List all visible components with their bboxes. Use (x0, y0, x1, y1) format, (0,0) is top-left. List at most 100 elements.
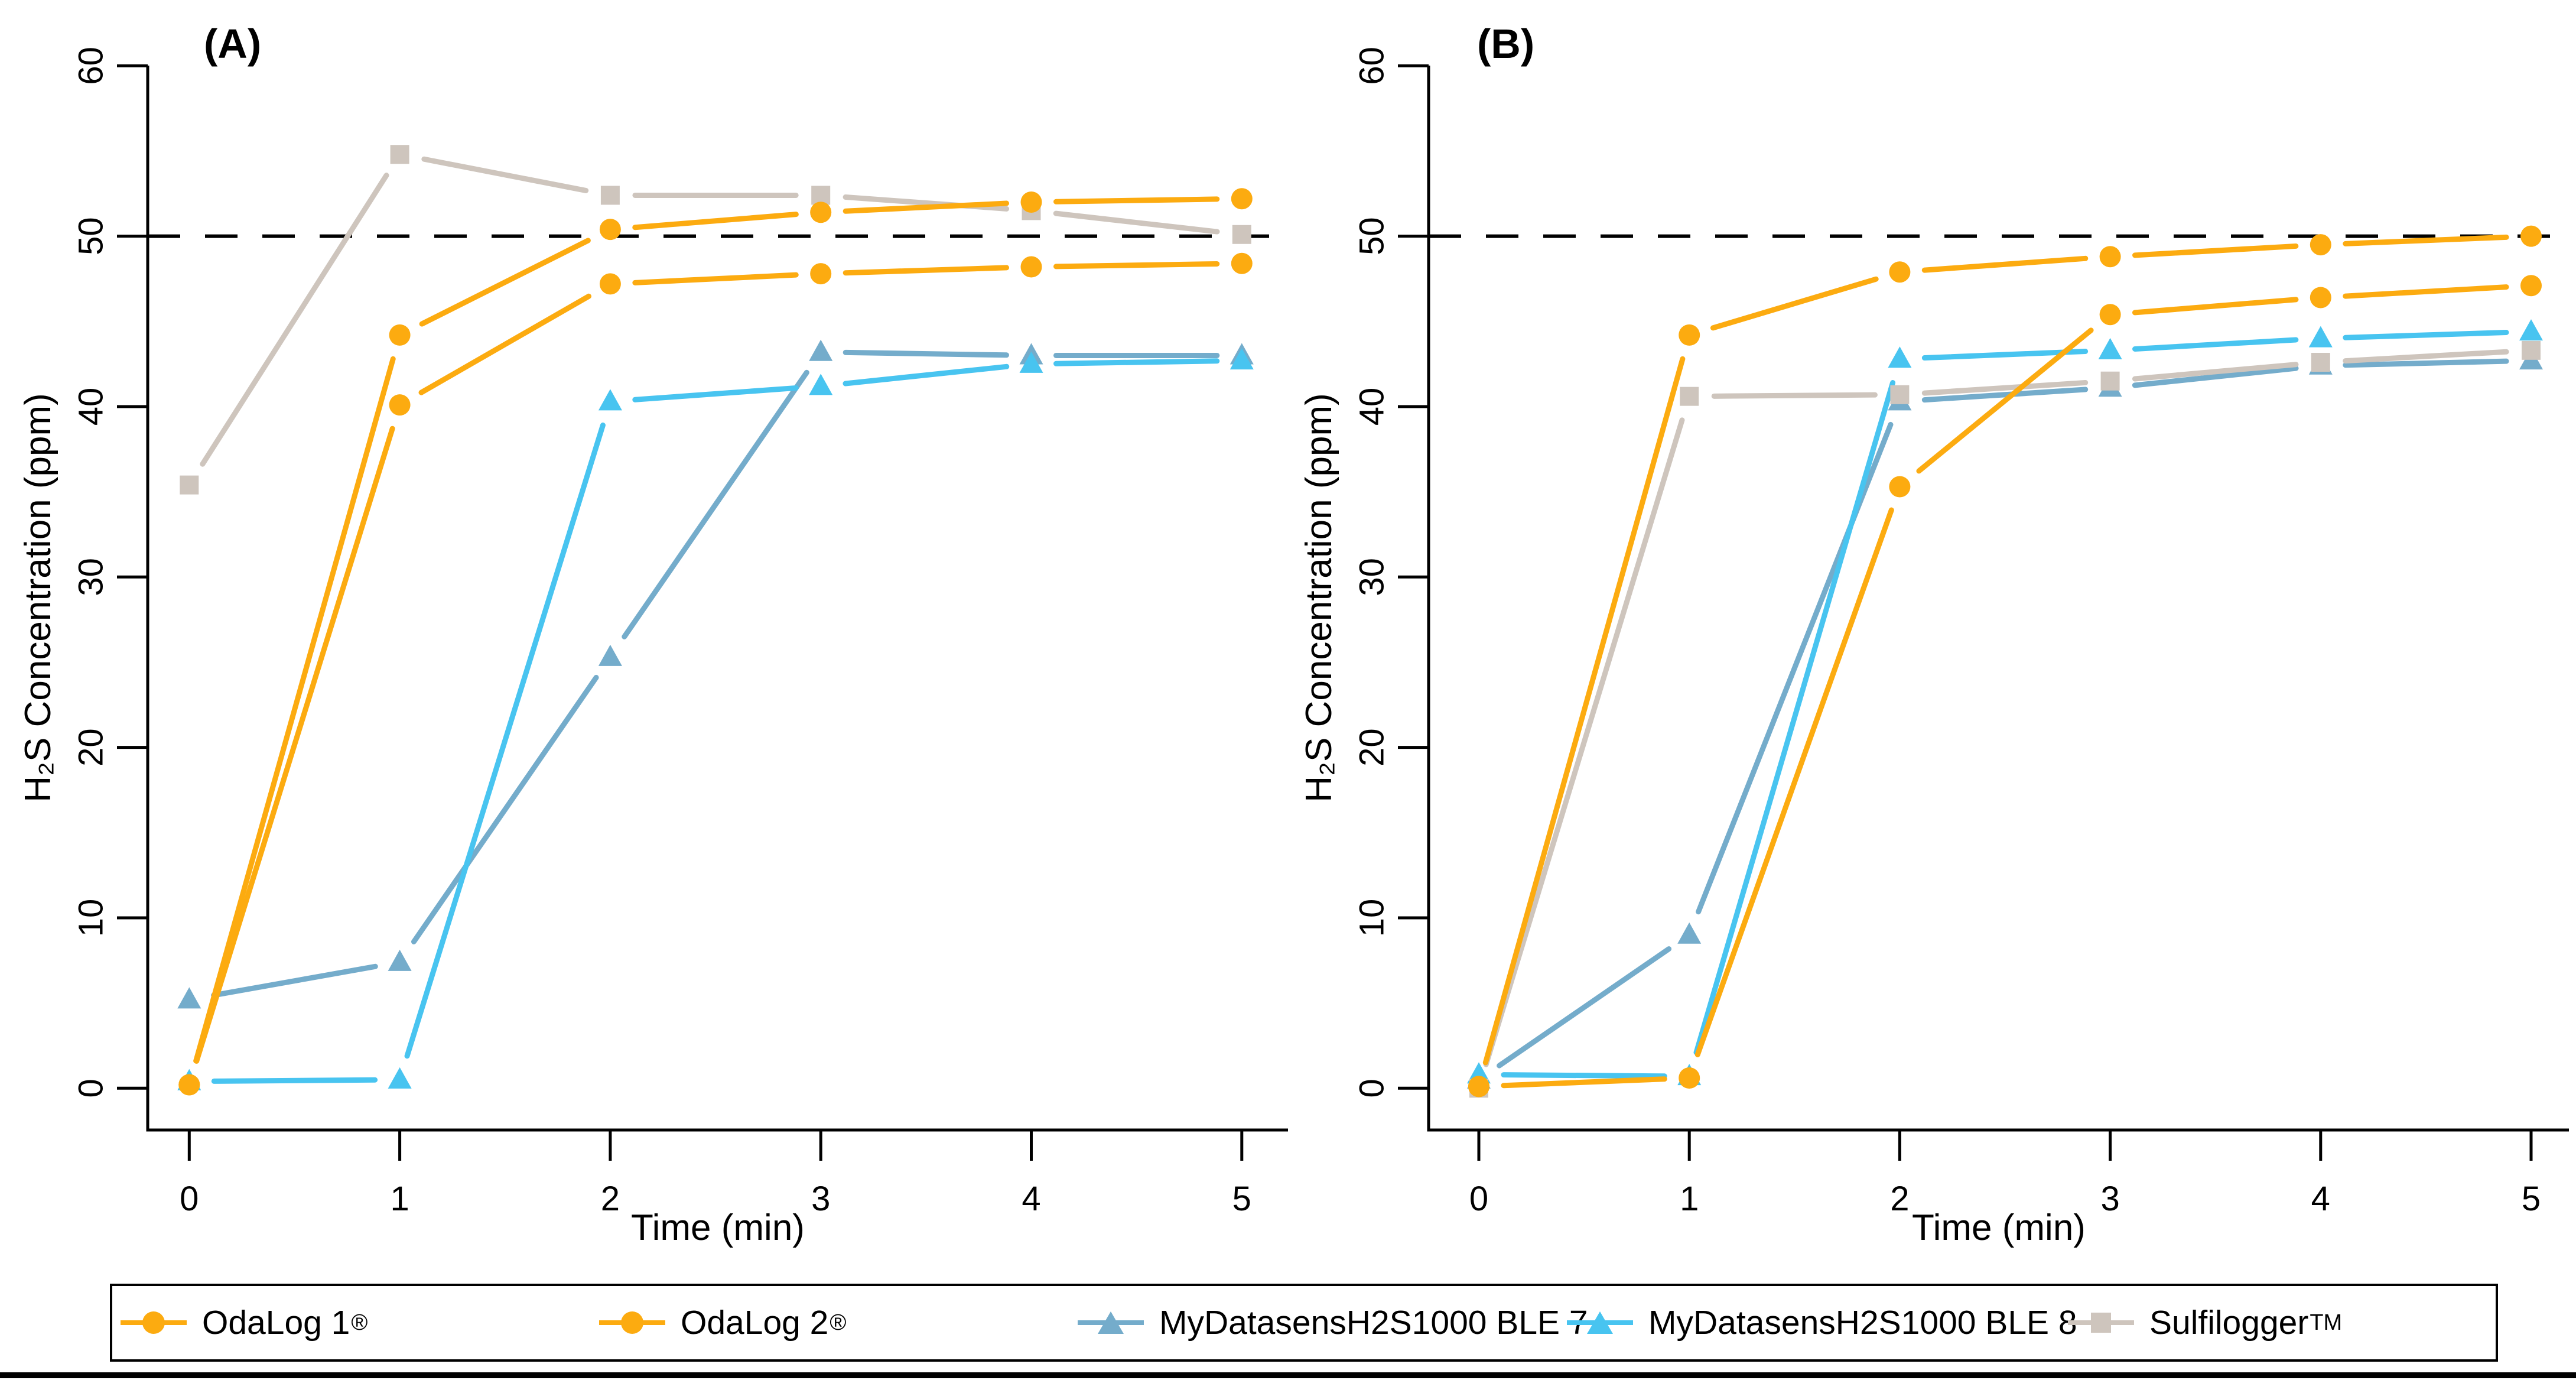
circle-marker (1231, 252, 1253, 274)
circle-marker (1231, 188, 1253, 210)
series-line (1693, 380, 1896, 1056)
series-line (843, 265, 1010, 276)
triangle-marker (1019, 351, 1043, 373)
panel-b: 0 10 20 30 40 50 60 0 1 2 3 4 5 Time (min) H₂S Concent… (1299, 21, 2569, 1248)
y-tick-label: 50 (71, 217, 110, 255)
series-line (1501, 1072, 1667, 1079)
sulfilogger-marker-icon (2068, 1305, 2134, 1340)
circle-marker (1679, 1067, 1700, 1089)
series-line (1053, 358, 1220, 366)
series-line (193, 356, 396, 1064)
square-marker (1232, 225, 1251, 244)
triangle-marker (2308, 326, 2333, 348)
triangle-marker (1888, 346, 1912, 368)
series-line (2343, 358, 2509, 368)
series-odalog-1- (178, 188, 1253, 1096)
x-tick-label: 1 (1680, 1180, 1699, 1218)
series-line (632, 212, 799, 230)
x-tick-label: 0 (1469, 1180, 1488, 1218)
x-tick-label: 4 (2311, 1180, 2330, 1218)
y-tick-label: 0 (1352, 1079, 1391, 1097)
series-line (421, 156, 589, 193)
triangle-marker (598, 644, 622, 666)
triangle-marker (388, 949, 412, 971)
x-tick-label: 4 (1022, 1180, 1040, 1218)
circle-marker (2310, 287, 2331, 309)
y-tick-label: 10 (71, 899, 110, 937)
series-line (1921, 387, 2089, 403)
y-tick-label: 60 (71, 47, 110, 85)
triangle-marker (177, 987, 201, 1009)
legend-label: MyDatasensH2S1000 BLE 8 (1648, 1304, 2077, 1342)
series-sulfiloggertm (180, 145, 1251, 495)
series-odalog-1- (1468, 225, 2542, 1097)
square-marker (2522, 340, 2541, 360)
square-marker (600, 186, 620, 205)
legend-item-ble8: MyDatasensH2S1000 BLE 8 (1567, 1286, 2079, 1359)
circle-marker (1468, 1076, 1489, 1097)
series-line (1497, 946, 1672, 1069)
triangle-marker (2519, 319, 2543, 341)
x-tick-label: 0 (180, 1180, 199, 1218)
legend-label: OdaLog 1 (202, 1304, 350, 1342)
odalog-1-marker-icon (121, 1305, 187, 1340)
legend: OdaLog 1 ® OdaLog 2 ® MyDatasensH2S1000 BL… (110, 1284, 2498, 1362)
circle-marker (2099, 246, 2121, 268)
axis-lines (146, 66, 1288, 1132)
circle-marker (2099, 304, 2121, 326)
series-line (2343, 329, 2509, 340)
series-line (2343, 349, 2509, 364)
x-axis-label: Time (min) (1912, 1207, 2086, 1248)
series-mydatasensh2s1000-ble-7 (177, 339, 1254, 1009)
triangle-marker (809, 339, 833, 361)
square-marker (180, 475, 199, 495)
series-line (1501, 1076, 1667, 1089)
circle-marker (389, 394, 411, 416)
x-tick-label: 5 (2522, 1180, 2541, 1218)
series-line (1916, 327, 2094, 474)
triangle-marker (809, 374, 833, 395)
series-line (2132, 243, 2299, 258)
circle-marker (1679, 324, 1700, 346)
y-tick-label: 40 (71, 388, 110, 426)
triangle-marker (1230, 348, 1254, 370)
ble7-marker-icon (1078, 1305, 1144, 1340)
series-mydatasensh2s1000-ble-8 (177, 348, 1254, 1090)
series-line (418, 293, 591, 395)
circle-marker (1889, 261, 1911, 283)
square-marker (390, 145, 409, 164)
x-tick-label: 5 (1232, 1180, 1251, 1218)
odalog-2-marker-icon (599, 1305, 665, 1340)
y-tick-label: 20 (71, 728, 110, 767)
legend-item-odalog-2: OdaLog 2 ® (599, 1286, 846, 1359)
square-marker (2311, 353, 2330, 372)
y-tick-label: 20 (1352, 728, 1391, 767)
series-line (1694, 507, 1894, 1057)
circle-marker (599, 219, 621, 241)
y-axis-label: H₂S Concentration (ppm) (1299, 393, 1339, 803)
circle-marker (178, 1074, 200, 1096)
circle-marker (2520, 275, 2542, 297)
series-line (419, 238, 591, 327)
series-odalog-2- (178, 252, 1253, 1096)
series-line (1483, 417, 1685, 1067)
series-line (843, 363, 1010, 387)
x-axis-label: Time (min) (631, 1207, 805, 1248)
panel-title: (A) (204, 21, 261, 67)
series-line (211, 963, 378, 998)
circle-marker (810, 263, 832, 285)
legend-label: MyDatasensH2S1000 BLE 7 (1159, 1304, 1588, 1342)
series-line (2132, 297, 2299, 316)
square-marker (2100, 371, 2120, 391)
square-marker (811, 186, 831, 205)
series-line (1921, 379, 2089, 396)
panel-title: (B) (1477, 21, 1534, 67)
y-tick-label: 40 (1352, 388, 1391, 426)
series-sulfiloggertm (1469, 340, 2541, 1098)
triangle-marker (2098, 337, 2122, 359)
y-tick-label: 0 (71, 1079, 110, 1097)
legend-item-odalog-1: OdaLog 1 ® (121, 1286, 367, 1359)
series-line (843, 200, 1010, 214)
circle-marker (2520, 225, 2542, 247)
series-mydatasensh2s1000-ble-7 (1467, 348, 2543, 1089)
